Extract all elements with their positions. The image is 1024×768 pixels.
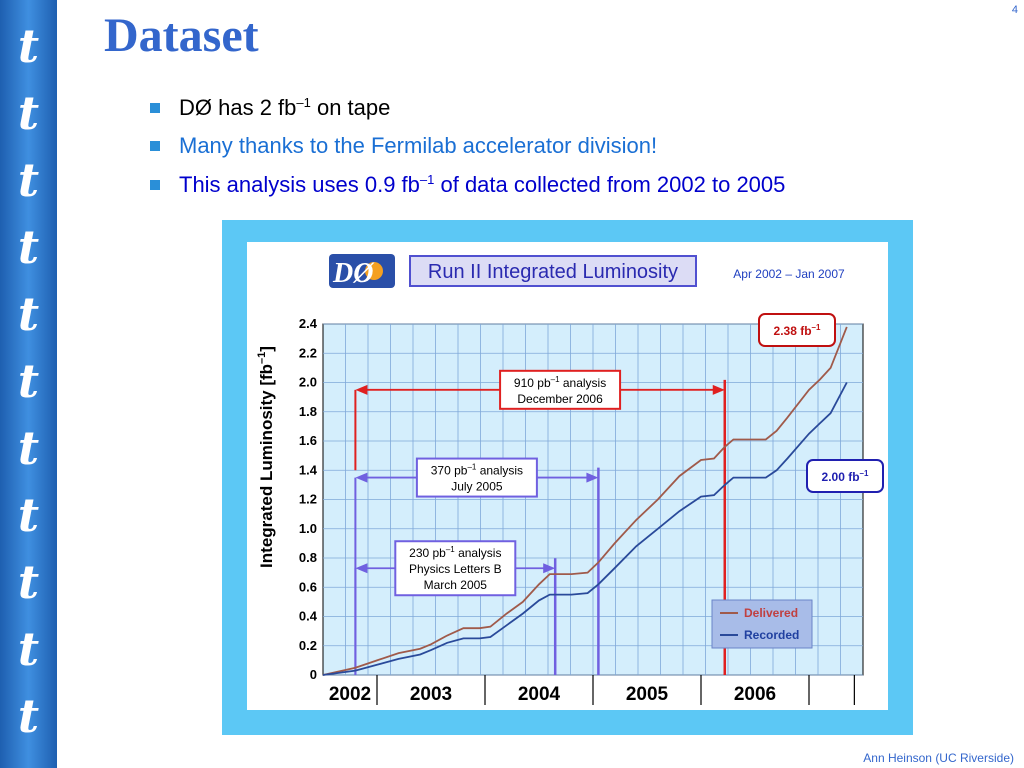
analysis-marker-label: Physics Letters B: [409, 562, 502, 576]
analysis-marker-label: 370 pb–1 analysis: [431, 463, 523, 478]
legend-box: [711, 599, 813, 649]
bullet-1-prefix: DØ has 2 fb: [179, 95, 297, 120]
bullet-1-sup: –1: [296, 95, 311, 110]
sidebar-t-glyph: t: [17, 86, 40, 140]
analysis-markers: 910 pb–1 analysis December 2006 370 pb–1 a…: [354, 369, 727, 675]
luminosity-figure: DØ Run II Integrated Luminosity Apr 2002…: [247, 242, 888, 710]
y-axis-label-main: Integrated Luminosity [fb: [257, 364, 276, 568]
end-value-text: 2.00 fb–1: [822, 469, 869, 484]
bullet-3-sup: –1: [419, 172, 435, 187]
y-tick-label: 1.6: [299, 433, 317, 448]
year-labels: 2002 2003 2004 2005 2006: [329, 684, 776, 705]
y-ticks: 0 0.2 0.4 0.6 0.8 1.0 1.2 1.4 1.6 1.8 2.0 2.2 2.4: [299, 316, 318, 682]
end-value-box: [758, 313, 836, 347]
page-number: 4: [1011, 4, 1018, 16]
do-logo: DØ: [329, 254, 395, 289]
y-axis-label: Integrated Luminosity [fb–1]: [256, 346, 276, 568]
series-line-delivered: [322, 326, 848, 676]
bullet-2-prefix: Many thanks to the Fermilab accelerator …: [179, 133, 658, 158]
x-year-label: 2006: [734, 684, 776, 705]
y-tick-label: 2.2: [299, 345, 317, 360]
y-axis-label-end: ]: [257, 346, 276, 352]
analysis-marker-arrow-head-left: [355, 472, 368, 483]
analysis-marker-box: [415, 457, 538, 498]
footer-text: Ann Heinson (UC Riverside): [863, 751, 1014, 765]
do-logo-letters: DØ: [332, 258, 375, 289]
do-logo-burst-icon: [365, 262, 383, 280]
bullet-3-text: This analysis uses 0.9 fb–1 of data coll…: [179, 172, 785, 198]
y-tick-label: 1.0: [299, 521, 317, 536]
luminosity-figure-frame: DØ Run II Integrated Luminosity Apr 2002…: [222, 220, 913, 735]
x-year-label: 2002: [329, 684, 371, 705]
series-line-recorded: [322, 382, 848, 676]
sidebar-t-glyph: t: [17, 287, 40, 341]
x-year-label: 2004: [518, 684, 561, 705]
y-tick-label: 2.4: [299, 316, 318, 331]
analysis-marker-label: 910 pb–1 analysis: [514, 375, 606, 390]
y-tick-label: 0.8: [299, 550, 317, 565]
y-tick-label: 2.0: [299, 375, 317, 390]
y-tick-label: 0.6: [299, 579, 317, 594]
y-tick-label: 0: [310, 667, 317, 682]
end-labels: 2.38 fb–1 2.00 fb–1: [758, 313, 884, 493]
sidebar-t-glyph: t: [17, 622, 40, 676]
bullet-3-prefix: This analysis uses 0.9 fb: [179, 172, 420, 197]
end-value-label: 2.00 fb–1: [806, 459, 884, 493]
bullet-2-text: Many thanks to the Fermilab accelerator …: [179, 133, 657, 159]
y-tick-label: 0.4: [299, 609, 318, 624]
analysis-marker-label: December 2006: [517, 392, 603, 406]
do-logo-badge: [329, 254, 395, 288]
analysis-marker-arrow-head-right: [712, 384, 725, 395]
sidebar-t-glyph: t: [17, 488, 40, 542]
end-value-label: 2.38 fb–1: [758, 313, 836, 347]
bullet-square-icon: [150, 103, 160, 113]
analysis-marker-arrow-head-right: [543, 563, 556, 574]
bullet-1-suffix: on tape: [310, 95, 391, 120]
bullet-square-icon: [150, 141, 160, 151]
bullet-3-suffix: of data collected from 2002 to 2005: [434, 172, 786, 197]
chart-date-range: Apr 2002 – Jan 2007: [733, 267, 845, 281]
legend: Delivered Recorded: [711, 599, 813, 649]
y-tick-label: 1.2: [299, 492, 317, 507]
analysis-marker-label: March 2005: [424, 578, 488, 592]
analysis-marker-label: July 2005: [451, 480, 503, 494]
analysis-marker: 910 pb–1 analysis December 2006: [354, 369, 727, 675]
sidebar-t-glyph: t: [17, 220, 40, 274]
y-axis-label-sup: –1: [256, 352, 268, 364]
analysis-marker-arrow-head-left: [355, 563, 368, 574]
series-lines: [322, 326, 848, 676]
sidebar-t-glyph: t: [17, 354, 40, 408]
sidebar-t-glyph: t: [17, 555, 40, 609]
analysis-marker-arrow-head-right: [586, 472, 599, 483]
end-value-text: 2.38 fb–1: [774, 323, 821, 338]
analysis-marker-arrow-head-left: [355, 384, 368, 395]
analysis-marker-box: [394, 540, 517, 597]
y-tick-label: 1.8: [299, 404, 317, 419]
sidebar-t-glyph: t: [17, 689, 40, 743]
legend-label: Recorded: [744, 628, 799, 642]
sidebar-t-glyph: t: [17, 421, 40, 475]
y-tick-label: 0.2: [299, 638, 317, 653]
analysis-marker-label: 230 pb–1 analysis: [409, 545, 501, 560]
chart-title-box: [409, 255, 697, 287]
analysis-marker-box: [499, 369, 622, 410]
end-value-box: [806, 459, 884, 493]
x-year-label: 2003: [410, 684, 452, 705]
year-dividers: [376, 675, 855, 705]
sidebar-t-glyph: t: [17, 19, 40, 73]
chart-title: Run II Integrated Luminosity: [428, 261, 678, 283]
legend-label: Delivered: [744, 606, 798, 620]
analysis-marker: 230 pb–1 analysis Physics Letters B March …: [354, 540, 557, 675]
bullet-1-text: DØ has 2 fb–1 on tape: [179, 95, 390, 121]
luminosity-chart: DØ Run II Integrated Luminosity Apr 2002…: [256, 254, 884, 705]
x-year-label: 2005: [626, 684, 669, 705]
page-title: Dataset: [104, 9, 259, 62]
bullet-square-icon: [150, 180, 160, 190]
sidebar-t-glyph: t: [17, 153, 40, 207]
y-tick-label: 1.4: [299, 462, 318, 477]
